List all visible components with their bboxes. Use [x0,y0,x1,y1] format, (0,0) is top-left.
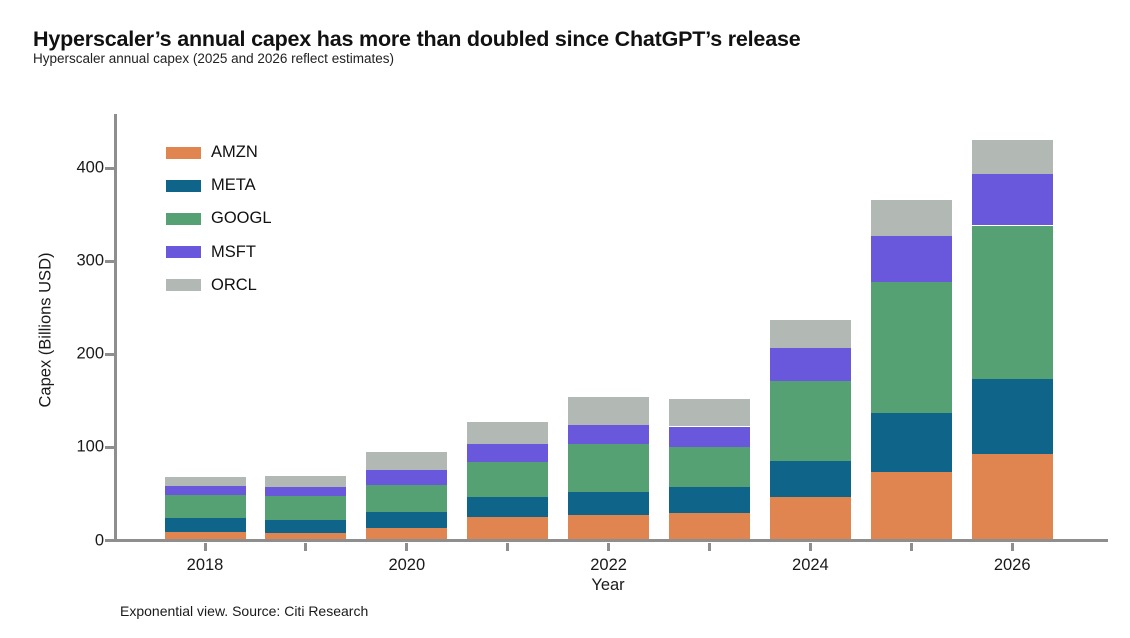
bar-segment-2020-orcl [366,451,448,471]
bar-segment-2025-meta [870,412,952,473]
y-axis-tick-0 [105,539,114,542]
bar-segment-2019-meta [265,519,347,533]
y-axis-title: Capex (Billions USD) [36,252,55,408]
bar-segment-2023-amzn [669,513,750,542]
bar-segment-2020-msft [366,470,448,486]
legend-item-amzn: AMZN [166,136,272,169]
x-axis-tick-2019 [304,543,308,551]
bar-segment-2020-meta [366,512,448,528]
x-axis-tick-2026 [1010,543,1014,551]
x-tick-label-2022: 2022 [590,556,627,574]
x-axis-tick-2021 [506,543,510,551]
bar-segment-2022-meta [568,491,650,515]
bar-segment-2025-googl [870,282,952,413]
bar-segment-2022-amzn [568,515,650,542]
bar-segment-2018-amzn [164,531,246,542]
legend-swatch-orcl [166,279,201,292]
x-axis-tick-2020 [405,543,409,551]
bar-segment-2019-googl [265,496,347,520]
y-tick-label-100: 100 [76,437,104,456]
y-axis-tick-300 [105,259,114,263]
x-tick-label-2020: 2020 [388,556,426,574]
bar-segment-2024-googl [769,380,851,461]
legend-swatch-msft [166,246,201,259]
legend-item-meta: META [166,169,272,202]
bar-segment-2019-amzn [265,532,347,542]
legend-label-meta: META [211,176,256,195]
legend-swatch-amzn [166,146,201,159]
x-tick-label-2024: 2024 [792,556,829,574]
bar-segment-2018-googl [164,495,246,518]
y-axis-line [114,114,117,542]
bar-segment-2022-orcl [568,396,650,425]
legend-item-orcl: ORCL [166,269,272,302]
x-axis-tick-2025 [909,543,913,551]
bar-segment-2024-meta [769,461,851,498]
x-axis-tick-2023 [708,543,711,551]
bar-segment-2019-msft [265,487,347,497]
bar-segment-2019-orcl [265,475,347,488]
x-tick-label-2018: 2018 [186,556,224,574]
bar-segment-2023-orcl [669,398,750,427]
bar-segment-2023-msft [669,426,750,448]
page-title: Hyperscaler’s annual capex has more than… [33,27,801,52]
bar-segment-2022-googl [568,444,650,492]
bar-segment-2025-amzn [870,472,952,542]
legend-item-googl: GOOGL [166,202,272,235]
bar-segment-2020-amzn [366,528,448,542]
y-axis-tick-400 [105,166,114,170]
legend-label-amzn: AMZN [211,143,258,162]
bar-segment-2021-googl [467,461,549,498]
y-axis-tick-100 [105,445,114,449]
bar-segment-2021-orcl [467,421,549,445]
bar-segment-2018-msft [164,486,246,496]
legend-label-msft: MSFT [211,242,256,261]
y-tick-label-400: 400 [76,158,104,177]
bar-segment-2021-meta [467,497,549,517]
bar-segment-2018-meta [164,517,246,532]
x-axis-line [114,539,1108,542]
x-tick-label-2026: 2026 [993,556,1031,574]
legend-label-googl: GOOGL [211,209,272,228]
source-note: Exponential view. Source: Citi Research [120,603,369,619]
bar-segment-2021-amzn [467,516,549,542]
bar-segment-2021-msft [467,444,549,462]
bar-segment-2026-meta [971,379,1053,454]
bar-segment-2020-googl [366,485,448,513]
page-subtitle: Hyperscaler annual capex (2025 and 2026 … [33,51,394,66]
x-axis-tick-2024 [808,543,812,551]
y-tick-label-300: 300 [76,251,104,270]
bar-segment-2024-orcl [769,320,851,349]
bar-segment-2025-orcl [870,200,952,236]
x-axis-title: Year [591,576,625,594]
legend-label-orcl: ORCL [211,275,257,294]
legend-item-msft: MSFT [166,236,272,269]
y-tick-label-0: 0 [94,531,104,549]
bar-segment-2022-msft [568,424,650,445]
bar-segment-2026-msft [971,174,1053,226]
y-tick-label-200: 200 [76,344,104,363]
legend-swatch-meta [166,179,201,192]
chart-legend: AMZN META GOOGL MSFT ORCL [166,136,272,302]
y-axis-tick-200 [105,352,114,356]
bar-segment-2026-googl [971,225,1053,380]
bar-segment-2023-googl [669,447,750,487]
bar-segment-2024-amzn [769,497,851,542]
bar-segment-2026-amzn [971,453,1053,542]
legend-swatch-googl [166,212,201,225]
bar-segment-2025-msft [870,235,952,283]
bar-segment-2026-orcl [971,139,1053,175]
bar-segment-2024-msft [769,348,851,381]
x-axis-tick-2022 [607,543,611,551]
x-axis-tick-2018 [203,543,207,551]
bar-segment-2023-meta [669,487,750,514]
bar-segment-2018-orcl [164,476,246,487]
